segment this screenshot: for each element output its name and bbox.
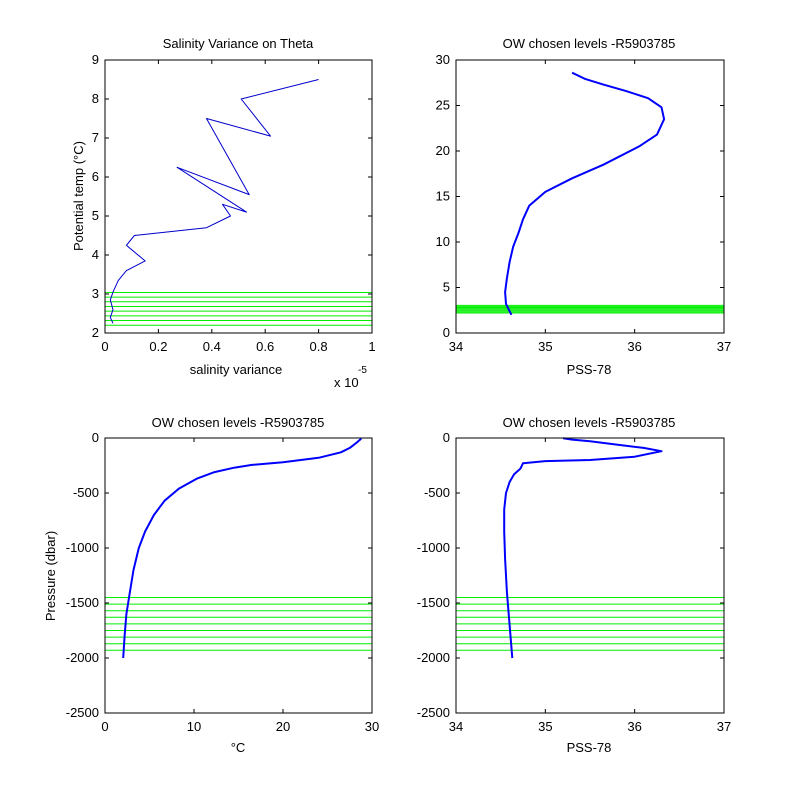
plot-area-theta-salinity: 34 35 36 37 0 5 10 15 20 25 30 bbox=[436, 52, 732, 354]
data-series-line bbox=[109, 79, 319, 324]
x-tick-label: 36 bbox=[627, 339, 641, 354]
y-tick-label: -1500 bbox=[66, 595, 99, 610]
x-axis-label: PSS-78 bbox=[567, 362, 612, 377]
y-tick-label: 7 bbox=[92, 130, 99, 145]
x-tick-label: 34 bbox=[449, 719, 463, 734]
axes-frame bbox=[104, 437, 373, 714]
panel-title: Salinity Variance on Theta bbox=[163, 36, 314, 51]
plot-area-pressure-salinity: 34 35 36 37 -2500 -2000 -1500 -1000 -500 0 bbox=[417, 430, 731, 734]
data-series-line bbox=[503, 437, 663, 659]
x-tick-label: 36 bbox=[627, 719, 641, 734]
x-tick-label: 10 bbox=[187, 719, 201, 734]
y-tick-label: 5 bbox=[92, 208, 99, 223]
panel-salinity-variance: Salinity Variance on Theta salinity vari… bbox=[71, 36, 367, 390]
plot-area-salinity-variance: 0 0.2 0.4 0.6 0.8 1 2 3 4 5 6 7 8 9 bbox=[92, 52, 376, 354]
y-tick-label: 0 bbox=[443, 325, 450, 340]
y-tick-label: -1000 bbox=[66, 540, 99, 555]
x-tick-label: 35 bbox=[538, 719, 552, 734]
y-tick-label: 15 bbox=[436, 189, 450, 204]
y-tick-label: -1000 bbox=[417, 540, 450, 555]
y-tick-label: -500 bbox=[424, 485, 450, 500]
x-tick-label: 0 bbox=[101, 719, 108, 734]
x-axis-label: salinity variance bbox=[190, 362, 283, 377]
panel-theta-salinity: OW chosen levels -R5903785 PSS-78 bbox=[503, 36, 676, 377]
y-tick-label: -2000 bbox=[417, 650, 450, 665]
y-tick-label: -2500 bbox=[417, 705, 450, 720]
x-tick-label: 0.6 bbox=[256, 339, 274, 354]
axes-frame bbox=[104, 59, 373, 334]
data-series-line bbox=[504, 71, 666, 316]
y-tick-label: 0 bbox=[443, 430, 450, 445]
panel-pressure-temperature: OW chosen levels -R5903785 °C Pressure (… bbox=[43, 415, 324, 755]
panel-title: OW chosen levels -R5903785 bbox=[503, 36, 676, 51]
data-series-line bbox=[122, 437, 362, 659]
x-tick-label: 20 bbox=[276, 719, 290, 734]
x-axis-label: PSS-78 bbox=[567, 740, 612, 755]
x-tick-label: 1 bbox=[368, 339, 375, 354]
y-tick-label: 4 bbox=[92, 247, 99, 262]
y-axis-label: Pressure (dbar) bbox=[43, 531, 58, 621]
y-tick-label: 25 bbox=[436, 98, 450, 113]
y-tick-label: 20 bbox=[436, 143, 450, 158]
y-tick-label: 9 bbox=[92, 52, 99, 67]
panel-title: OW chosen levels -R5903785 bbox=[503, 415, 676, 430]
x-axis-exponent-power: -5 bbox=[358, 365, 367, 376]
y-tick-label: -2000 bbox=[66, 650, 99, 665]
x-tick-label: 34 bbox=[449, 339, 463, 354]
x-tick-label: 37 bbox=[717, 339, 731, 354]
y-tick-label: 2 bbox=[92, 325, 99, 340]
y-tick-label: 6 bbox=[92, 169, 99, 184]
x-tick-label: 0.2 bbox=[149, 339, 167, 354]
x-tick-label: 0.4 bbox=[203, 339, 221, 354]
panel-title: OW chosen levels -R5903785 bbox=[152, 415, 325, 430]
x-tick-label: 0 bbox=[101, 339, 108, 354]
y-tick-label: 5 bbox=[443, 280, 450, 295]
x-axis-label: °C bbox=[231, 740, 246, 755]
y-tick-label: -1500 bbox=[417, 595, 450, 610]
y-axis-label: Potential temp (°C) bbox=[71, 141, 86, 251]
axes-frame bbox=[455, 437, 725, 714]
x-tick-label: 37 bbox=[717, 719, 731, 734]
panel-pressure-salinity: OW chosen levels -R5903785 PSS-78 bbox=[503, 415, 676, 755]
y-tick-label: -500 bbox=[73, 485, 99, 500]
y-tick-label: 3 bbox=[92, 286, 99, 301]
x-tick-label: 0.8 bbox=[310, 339, 328, 354]
x-tick-label: 30 bbox=[365, 719, 379, 734]
x-axis-exponent-base: x 10 bbox=[334, 375, 359, 390]
y-tick-label: 8 bbox=[92, 91, 99, 106]
y-tick-label: -2500 bbox=[66, 705, 99, 720]
x-tick-label: 35 bbox=[538, 339, 552, 354]
plot-area-pressure-temperature: 0 10 20 30 -2500 -2000 -1500 -1000 -500 0 bbox=[66, 430, 379, 734]
y-tick-label: 0 bbox=[92, 430, 99, 445]
y-tick-label: 10 bbox=[436, 234, 450, 249]
y-tick-label: 30 bbox=[436, 52, 450, 67]
